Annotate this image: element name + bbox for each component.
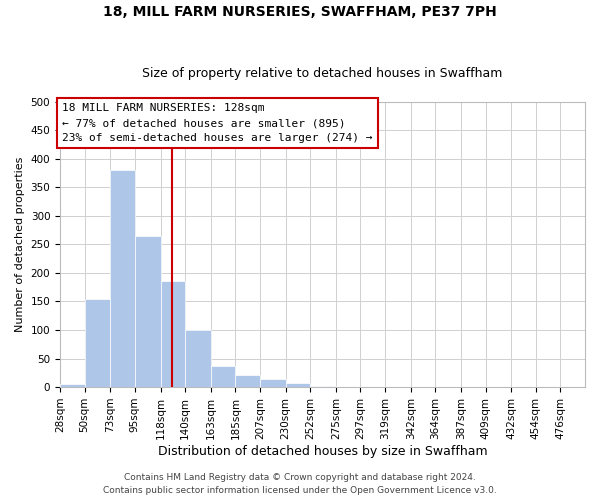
Bar bbox=[211, 366, 235, 387]
Title: Size of property relative to detached houses in Swaffham: Size of property relative to detached ho… bbox=[142, 66, 503, 80]
Text: Contains HM Land Registry data © Crown copyright and database right 2024.
Contai: Contains HM Land Registry data © Crown c… bbox=[103, 474, 497, 495]
Bar bbox=[286, 382, 310, 387]
Bar bbox=[260, 379, 286, 387]
Bar bbox=[135, 236, 161, 387]
Bar bbox=[85, 298, 110, 387]
Bar bbox=[310, 386, 336, 387]
Bar bbox=[110, 170, 135, 387]
Bar bbox=[385, 386, 411, 387]
Bar bbox=[235, 374, 260, 387]
Bar bbox=[161, 282, 185, 387]
Text: 18 MILL FARM NURSERIES: 128sqm
← 77% of detached houses are smaller (895)
23% of: 18 MILL FARM NURSERIES: 128sqm ← 77% of … bbox=[62, 103, 373, 143]
Bar bbox=[60, 384, 85, 387]
Text: 18, MILL FARM NURSERIES, SWAFFHAM, PE37 7PH: 18, MILL FARM NURSERIES, SWAFFHAM, PE37 … bbox=[103, 5, 497, 19]
Bar bbox=[185, 330, 211, 387]
X-axis label: Distribution of detached houses by size in Swaffham: Distribution of detached houses by size … bbox=[158, 444, 487, 458]
Y-axis label: Number of detached properties: Number of detached properties bbox=[15, 156, 25, 332]
